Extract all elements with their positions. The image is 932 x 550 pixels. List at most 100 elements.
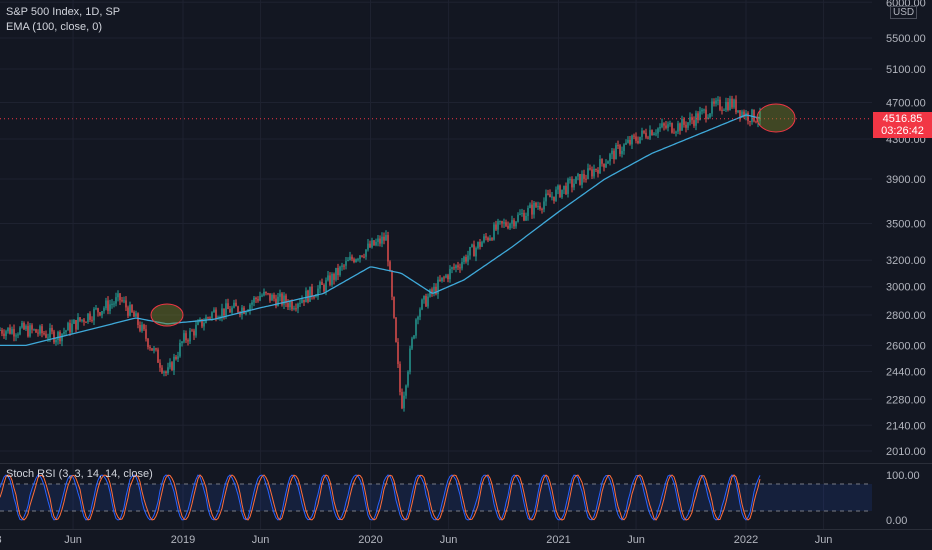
- candle-body: [571, 179, 573, 188]
- candle-body: [369, 243, 371, 248]
- candle-body: [183, 333, 185, 342]
- candle-body: [697, 113, 699, 121]
- candle-body: [579, 174, 581, 185]
- candle-body: [749, 120, 751, 122]
- candle-body: [237, 306, 239, 313]
- candle-body: [325, 280, 327, 292]
- candle-body: [387, 235, 389, 262]
- time-axis[interactable]: 18 Jun 2019 Jun 2020 Jun 2021 Jun 2022 Jun: [0, 534, 832, 546]
- candle-body: [653, 133, 655, 136]
- candle-body: [607, 161, 609, 164]
- candle-body: [345, 261, 347, 266]
- candle-body: [395, 317, 397, 343]
- chart-title[interactable]: S&P 500 Index, 1D, SP: [6, 6, 121, 18]
- candle-body: [557, 185, 559, 190]
- candle-body: [553, 196, 555, 201]
- candle-body: [249, 304, 251, 311]
- candle-body: [719, 99, 721, 110]
- candle-body: [725, 102, 727, 110]
- stoch-rsi-legend[interactable]: Stoch RSI (3, 3, 14, 14, close): [6, 468, 153, 480]
- candle-body: [493, 224, 495, 240]
- candle-body: [29, 325, 31, 337]
- candle-body: [735, 99, 737, 113]
- candle-body: [355, 259, 357, 263]
- candle-body: [657, 128, 659, 134]
- candle-body: [367, 243, 369, 250]
- candle-body: [407, 371, 409, 386]
- candle-body: [139, 325, 141, 331]
- candle-body: [401, 392, 403, 409]
- candle-body: [141, 324, 143, 331]
- last-price-value: 4516.85: [882, 113, 923, 125]
- candle-body: [561, 189, 563, 198]
- grid-lines: [0, 0, 872, 529]
- candle-body: [177, 356, 179, 359]
- price-tick-label: 2140.00: [886, 420, 926, 432]
- candle-body: [731, 98, 733, 108]
- candle-body: [251, 302, 253, 305]
- candle-body: [327, 275, 329, 281]
- candle-body: [667, 124, 669, 128]
- candle-body: [759, 111, 761, 122]
- candle-body: [707, 117, 709, 119]
- candle-body: [429, 289, 431, 297]
- candle-body: [57, 332, 59, 340]
- candle-body: [195, 324, 197, 336]
- price-tick-label: 3500.00: [886, 218, 926, 230]
- time-tick-label: Jun: [252, 534, 270, 546]
- candle-body: [503, 222, 505, 224]
- candle-body: [575, 176, 577, 184]
- candle-body: [47, 337, 49, 339]
- candle-body: [115, 297, 117, 304]
- candle-body: [297, 303, 299, 309]
- price-tick-label: 3900.00: [886, 174, 926, 186]
- candle-body: [467, 255, 469, 262]
- candle-body: [255, 297, 257, 300]
- candle-body: [75, 320, 77, 330]
- candle-body: [617, 145, 619, 147]
- candle-body: [253, 297, 255, 303]
- candle-body: [659, 127, 661, 129]
- candle-body: [357, 259, 359, 261]
- ema-legend[interactable]: EMA (100, close, 0): [6, 21, 102, 33]
- stoch-axis[interactable]: 100.00 0.00: [886, 470, 920, 527]
- candle-body: [469, 247, 471, 256]
- candle-body: [305, 290, 307, 303]
- candle-body: [665, 125, 667, 128]
- stoch-d-line: [0, 474, 761, 521]
- candle-body: [393, 296, 395, 318]
- candle-body: [685, 124, 687, 128]
- candle-body: [285, 295, 287, 304]
- candle-body: [471, 244, 473, 248]
- candle-body: [669, 123, 671, 125]
- time-tick-label: Jun: [440, 534, 458, 546]
- currency-label[interactable]: USD: [890, 6, 918, 19]
- candle-body: [687, 122, 689, 128]
- candle-body: [15, 335, 17, 337]
- price-tick-label: 5100.00: [886, 64, 926, 76]
- candle-body: [477, 242, 479, 248]
- candle-body: [699, 111, 701, 121]
- candle-body: [283, 295, 285, 305]
- candle-body: [243, 307, 245, 314]
- price-tick-label: 5500.00: [886, 33, 926, 45]
- candle-body: [491, 238, 493, 240]
- candle-body: [271, 294, 273, 301]
- candle-body: [747, 112, 749, 121]
- candle-body: [587, 168, 589, 179]
- candle-body: [727, 102, 729, 110]
- price-axis[interactable]: 6000.005500.005100.004700.004300.003900.…: [886, 0, 926, 458]
- candle-body: [203, 323, 205, 327]
- candle-body: [361, 255, 363, 257]
- candle-body: [371, 240, 373, 248]
- candle-body: [521, 212, 523, 214]
- candle-body: [171, 362, 173, 371]
- candle-body: [455, 265, 457, 269]
- candle-body: [585, 178, 587, 180]
- candle-body: [479, 242, 481, 247]
- candle-body: [427, 296, 429, 307]
- candle-body: [213, 309, 215, 313]
- candle-body: [641, 130, 643, 137]
- candle-body: [13, 329, 15, 337]
